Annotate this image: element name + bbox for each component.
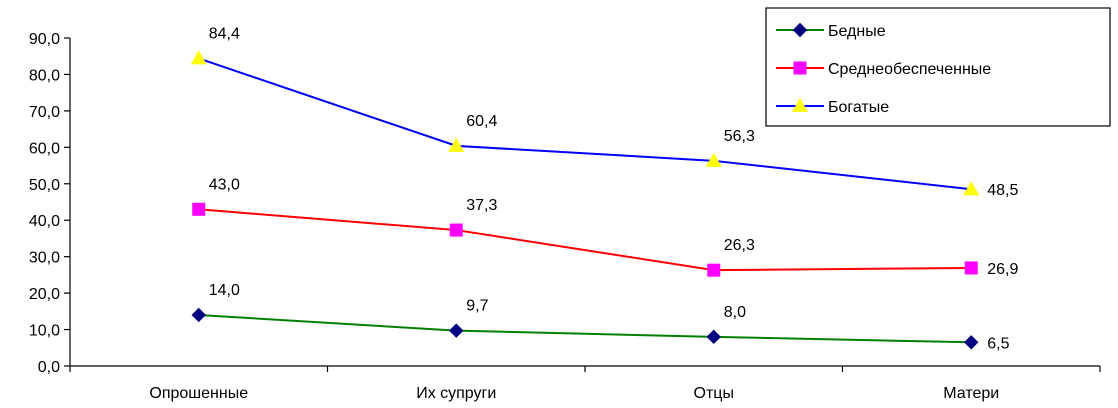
data-label: 6,5 xyxy=(987,335,1009,352)
axes: 0,0 10,0 20,0 30,0 40,0 50,0 60,0 70,0 80,0 90,0 О… xyxy=(29,31,1101,402)
x-tick-label: Их супруги xyxy=(416,385,496,402)
data-point xyxy=(705,152,722,167)
legend-label: Бедные xyxy=(828,23,886,40)
data-label: 48,5 xyxy=(987,182,1018,199)
data-label: 37,3 xyxy=(466,197,497,214)
legend-marker xyxy=(792,98,808,112)
data-label: 60,4 xyxy=(466,113,497,130)
legend-marker xyxy=(793,61,807,75)
series-layer xyxy=(190,50,980,350)
data-point xyxy=(964,261,978,275)
data-label: 14,0 xyxy=(209,282,240,299)
y-tick-label: 90,0 xyxy=(29,31,60,48)
legend-item: Богатые xyxy=(776,98,889,116)
y-tick-label: 50,0 xyxy=(29,177,60,194)
data-point xyxy=(192,202,206,216)
data-point xyxy=(707,263,721,277)
data-label: 56,3 xyxy=(724,128,755,145)
data-labels: 14,0 9,7 8,0 6,5 43,0 37,3 26,3 26,9 84,4 60,4 56,… xyxy=(209,25,1019,352)
x-tick-label: Матери xyxy=(943,385,999,402)
data-point xyxy=(191,307,206,323)
legend-item: Среднеобеспеченные xyxy=(776,61,991,78)
data-label: 8,0 xyxy=(724,304,746,321)
data-point xyxy=(706,329,721,345)
series-1 xyxy=(191,307,979,350)
series-line xyxy=(198,208,972,272)
data-label: 26,9 xyxy=(987,261,1018,278)
y-tick-label: 70,0 xyxy=(29,104,60,121)
data-label: 43,0 xyxy=(209,176,240,193)
data-point xyxy=(963,181,980,196)
y-tick-label: 30,0 xyxy=(29,250,60,267)
series-2 xyxy=(192,202,978,277)
data-point xyxy=(449,223,463,237)
data-point xyxy=(964,335,979,350)
y-tick-label: 10,0 xyxy=(29,323,60,340)
series-line xyxy=(198,313,972,344)
y-tick-label: 0,0 xyxy=(38,359,60,376)
data-label: 26,3 xyxy=(724,237,755,254)
data-point xyxy=(449,323,464,338)
y-tick-label: 40,0 xyxy=(29,213,60,230)
legend-label: Богатые xyxy=(828,99,889,116)
x-tick-label: Отцы xyxy=(694,385,734,402)
x-tick-label: Опрошенные xyxy=(149,385,248,402)
legend-item: Бедные xyxy=(776,22,886,40)
series-3 xyxy=(190,50,980,196)
legend-marker xyxy=(792,22,808,38)
data-label: 84,4 xyxy=(209,25,240,42)
y-tick-label: 80,0 xyxy=(29,67,60,84)
series-line xyxy=(198,57,972,191)
legend-label: Среднеобеспеченные xyxy=(828,61,991,78)
data-point xyxy=(448,137,465,152)
legend: Бедные Среднеобеспеченные Богатые xyxy=(765,7,1111,127)
data-label: 9,7 xyxy=(466,298,488,315)
y-tick-label: 20,0 xyxy=(29,286,60,303)
data-point xyxy=(190,50,207,65)
y-tick-label: 60,0 xyxy=(29,140,60,157)
